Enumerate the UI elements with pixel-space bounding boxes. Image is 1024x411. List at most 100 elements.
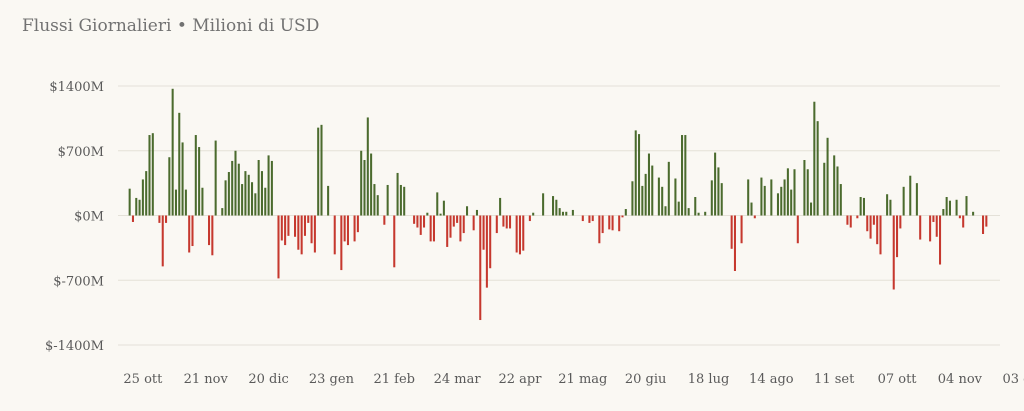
bar [257,160,260,216]
bar [674,178,677,216]
bar [558,208,561,216]
bar [561,211,564,216]
bar [161,215,164,267]
bar [747,179,750,216]
bar [776,193,779,216]
bar [442,200,445,216]
bar [211,215,214,256]
bar [849,215,852,228]
bar [327,185,330,216]
x-tick-label: 21 mag [558,372,607,387]
bar [677,201,680,216]
bar [198,147,201,216]
bar [856,215,859,219]
bar [862,197,865,216]
x-tick-label: 21 feb [374,372,416,387]
bar [148,135,151,216]
bar [416,215,419,228]
x-tick-label: 14 ago [749,372,794,387]
bar [704,211,707,216]
bar [472,215,475,231]
bar [208,215,211,246]
bar [720,183,723,216]
chart-title: Flussi Giornalieri • Milioni di USD [22,16,320,36]
bar [280,215,283,241]
bar [518,215,521,255]
bar [399,184,402,216]
bar [611,215,614,231]
bar [813,101,816,216]
bar [591,215,594,222]
bar [456,215,459,223]
bar [588,215,591,223]
bar [499,197,502,216]
bar [932,215,935,222]
bar [482,215,485,250]
bar [664,206,667,216]
y-tick-label: $700M [58,145,104,160]
bar [346,215,349,246]
bar [241,184,244,216]
bar [634,130,637,216]
bar [710,180,713,216]
bar [872,215,875,225]
bar [770,179,773,216]
bar [234,150,237,216]
bar [294,215,297,237]
bar [697,212,700,216]
bar [237,163,240,216]
bar [763,185,766,216]
bar [681,135,684,216]
bar [452,215,455,227]
bar [826,137,829,216]
bar [171,88,174,216]
bar [214,140,217,216]
bar [184,189,187,216]
bar [201,187,204,216]
x-tick-label: 24 mar [434,372,482,387]
bar [601,215,604,234]
bar [641,185,644,216]
bar [717,167,720,216]
bar [333,215,336,255]
bar [786,168,789,216]
bar [532,212,535,216]
bar [131,215,134,222]
bar [360,150,363,216]
bar [386,184,389,216]
bar [833,155,836,216]
bar [340,215,343,271]
bar [836,166,839,216]
bar [489,215,492,269]
bar [320,124,323,216]
bar [651,165,654,216]
bar [224,180,227,216]
bar [555,199,558,216]
bar [231,160,234,216]
bar [621,215,624,218]
bar [505,215,508,229]
bar [806,169,809,216]
bar [571,209,574,216]
bar [303,215,306,236]
bars-layer [128,88,988,321]
x-tick-label: 21 nov [184,372,229,387]
bar [475,209,478,216]
bar [343,215,346,242]
bar [624,209,627,216]
bar [935,215,938,237]
bar [188,215,191,253]
bar [462,215,465,234]
bar [790,189,793,216]
bar [247,174,250,216]
bar [687,208,690,216]
bar [277,215,280,279]
bar [436,192,439,216]
bar [495,215,498,234]
bar [393,215,396,268]
bar [353,215,356,242]
bar [892,215,895,290]
bar [638,134,641,216]
bar [174,189,177,216]
bar [909,175,912,216]
